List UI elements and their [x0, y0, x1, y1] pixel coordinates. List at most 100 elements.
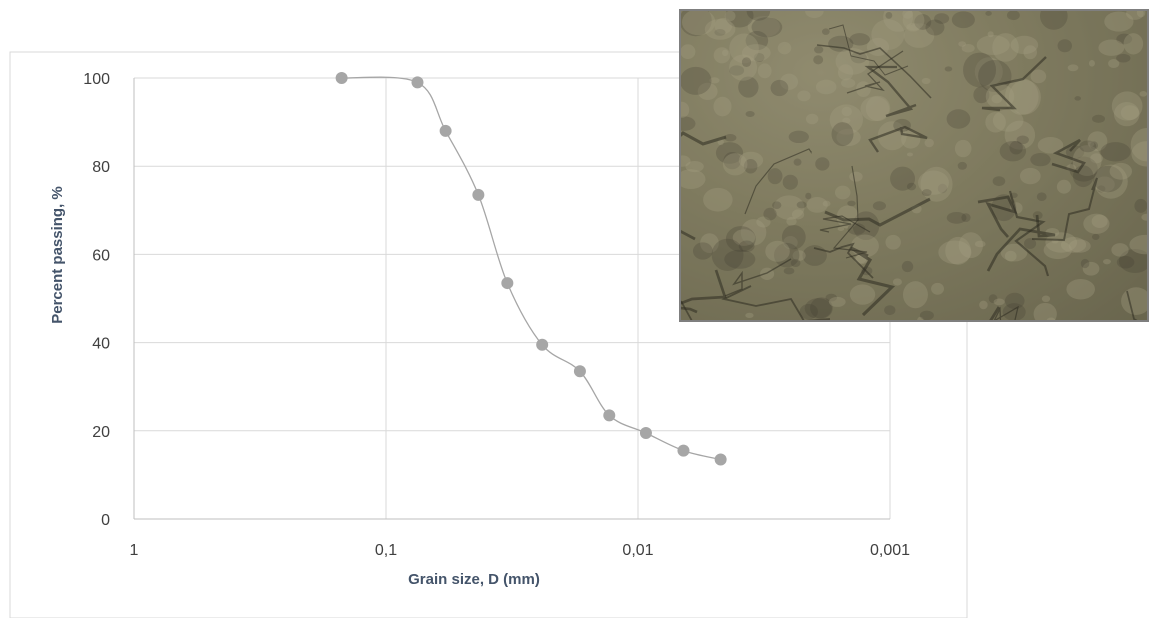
data-point — [573, 365, 586, 378]
soil-clump — [973, 86, 990, 104]
soil-clump — [1066, 278, 1095, 300]
y-tick-label: 100 — [83, 71, 110, 88]
soil-clump — [906, 152, 914, 157]
soil-clump — [792, 250, 806, 261]
soil-clump — [767, 168, 783, 185]
y-axis-title: Percent passing, % — [49, 186, 66, 324]
soil-clump — [828, 296, 846, 307]
soil-clump — [773, 242, 800, 268]
data-point — [411, 76, 424, 89]
soil-clump — [958, 41, 967, 47]
soil-clump — [1088, 59, 1095, 67]
soil-clump — [741, 44, 771, 62]
y-tick-label: 0 — [101, 512, 110, 529]
soil-clump — [1116, 33, 1133, 45]
soil-clump — [681, 44, 696, 60]
soil-clump — [681, 11, 712, 37]
soil-crack — [1126, 290, 1138, 320]
soil-clump — [815, 79, 837, 95]
soil-clump — [1098, 39, 1125, 56]
soil-clump — [883, 11, 914, 32]
soil-clump — [988, 294, 998, 304]
soil-clump — [1069, 156, 1098, 182]
soil-clump — [1068, 239, 1091, 253]
soil-clump — [791, 209, 805, 220]
soil-clump — [885, 234, 901, 250]
soil-clump — [723, 152, 742, 170]
soil-clump — [1131, 141, 1147, 167]
soil-clump — [1090, 141, 1099, 150]
soil-clump — [1023, 45, 1038, 60]
soil-clump — [958, 232, 983, 259]
soil-crack — [868, 125, 928, 153]
soil-clump — [799, 303, 818, 320]
soil-crack — [681, 131, 727, 146]
tick-labels: 0 20 40 60 80 100 1 0,1 0,01 0,001 — [83, 71, 910, 559]
soil-clump — [729, 33, 759, 64]
data-point — [501, 277, 514, 290]
soil-crack — [819, 215, 871, 233]
soil-clump — [709, 77, 720, 84]
soil-clump — [1093, 165, 1123, 193]
soil-clump — [1092, 114, 1105, 123]
soil-clump — [810, 297, 833, 319]
soil-clump — [1067, 64, 1079, 72]
soil-clump — [1116, 256, 1135, 269]
soil-clump — [815, 157, 830, 171]
soil-clump — [746, 11, 771, 21]
soil-clump — [724, 249, 756, 269]
soil-clump — [917, 316, 924, 320]
soil-clump — [979, 300, 988, 310]
soil-clump — [1083, 213, 1110, 234]
soil-clump — [1094, 176, 1115, 193]
x-tick-label: 1 — [130, 542, 139, 559]
soil-clump — [681, 169, 706, 189]
soil-clump — [901, 260, 914, 273]
soil-clump — [921, 189, 932, 197]
soil-clump — [729, 54, 758, 81]
soil-clump — [1046, 317, 1056, 320]
soil-clump — [1006, 11, 1020, 21]
soil-clump — [1116, 53, 1131, 63]
soil-crack — [846, 50, 904, 94]
soil-clump — [713, 96, 732, 117]
series-line — [341, 76, 721, 461]
soil-clump — [1041, 295, 1051, 303]
soil-clump — [738, 76, 759, 98]
soil-crack — [816, 44, 932, 99]
soil-clump — [951, 11, 975, 29]
soil-clump — [987, 31, 994, 38]
soil-clump — [780, 73, 799, 90]
soil-clump — [751, 17, 783, 38]
soil-clump — [1136, 11, 1146, 18]
soil-clump — [1036, 192, 1047, 202]
soil-clump — [937, 183, 948, 194]
soil-clump — [783, 267, 795, 275]
soil-clump — [1090, 153, 1103, 164]
y-tick-label: 60 — [92, 247, 110, 264]
soil-clump — [919, 310, 934, 320]
soil-clump — [782, 174, 798, 190]
data-point — [335, 72, 348, 84]
soil-clump — [1109, 162, 1133, 180]
soil-clump — [773, 195, 805, 220]
data-point — [677, 444, 690, 457]
soil-clump — [836, 128, 861, 147]
soil-clump — [681, 155, 691, 167]
x-tick-label: 0,001 — [870, 542, 910, 559]
soil-clump — [961, 213, 971, 223]
soil-clump — [924, 138, 934, 148]
data-point — [472, 188, 485, 201]
soil-clump — [793, 158, 802, 166]
soil-clump — [685, 160, 704, 173]
soil-clump — [1004, 250, 1017, 262]
soil-clump — [835, 48, 870, 75]
soil-clump — [763, 207, 777, 221]
soil-clump — [925, 19, 945, 36]
soil-clump — [1045, 232, 1078, 253]
soil-clump — [721, 49, 729, 57]
series-curve — [341, 76, 721, 461]
soil-clump — [847, 200, 856, 207]
soil-clump — [703, 187, 733, 212]
soil-clump — [740, 219, 767, 246]
